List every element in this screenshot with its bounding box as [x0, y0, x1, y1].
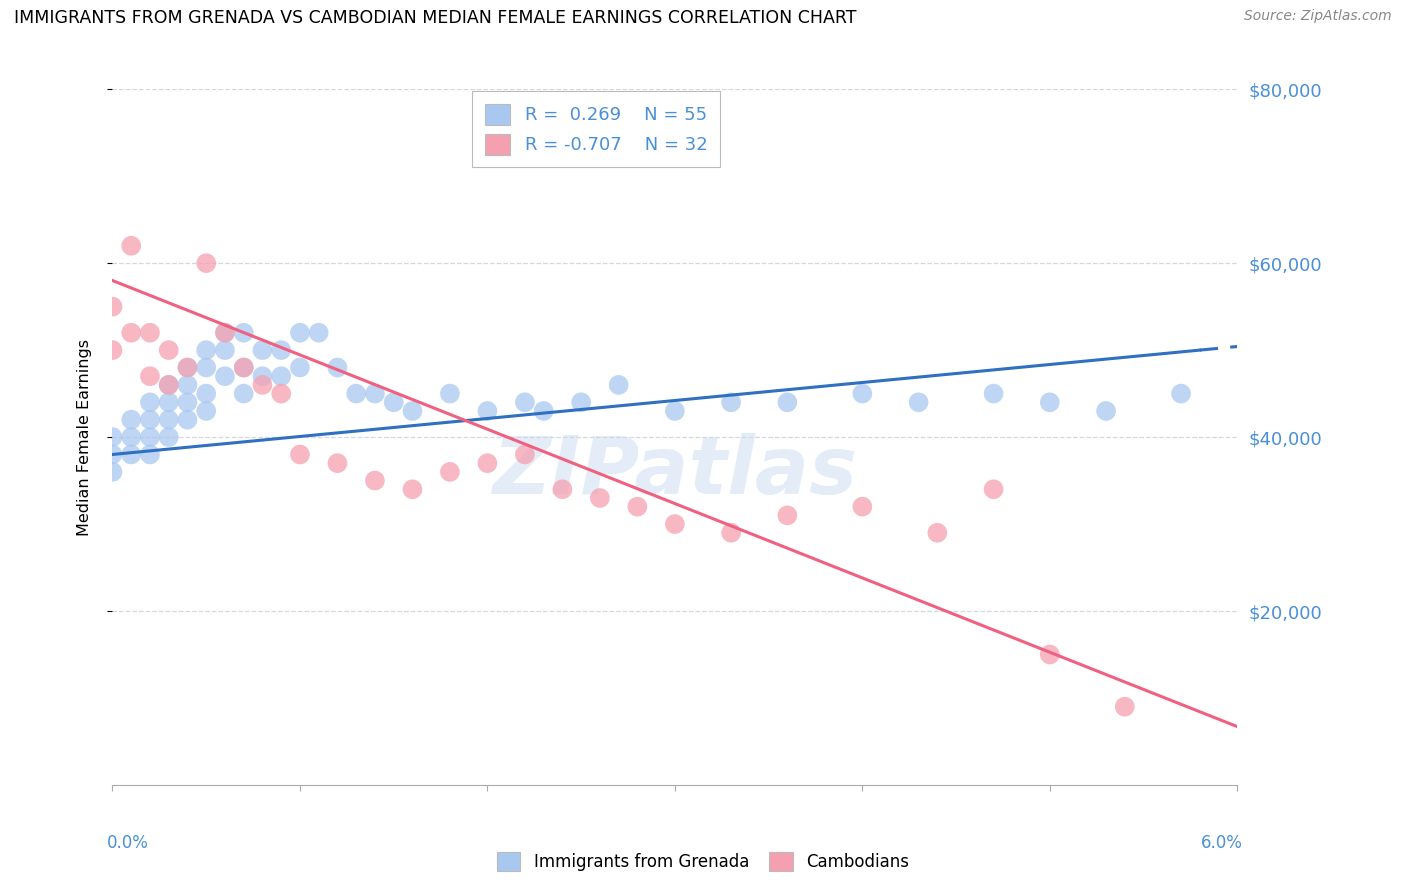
Point: [176, 395, 198, 409]
Point: [252, 377, 274, 392]
Point: [1039, 648, 1062, 662]
Point: [533, 404, 555, 418]
Point: [232, 360, 254, 375]
Point: [139, 447, 162, 462]
Point: [176, 360, 198, 375]
Point: [120, 447, 142, 462]
Point: [270, 343, 292, 357]
Point: [120, 326, 142, 340]
Point: [907, 395, 929, 409]
Point: [157, 377, 180, 392]
Point: [139, 326, 162, 340]
Point: [776, 395, 799, 409]
Point: [139, 430, 162, 444]
Point: [983, 482, 1005, 496]
Legend: R =  0.269    N = 55, R = -0.707    N = 32: R = 0.269 N = 55, R = -0.707 N = 32: [472, 91, 720, 168]
Point: [477, 404, 499, 418]
Point: [214, 369, 236, 384]
Point: [101, 343, 124, 357]
Text: IMMIGRANTS FROM GRENADA VS CAMBODIAN MEDIAN FEMALE EARNINGS CORRELATION CHART: IMMIGRANTS FROM GRENADA VS CAMBODIAN MED…: [14, 9, 856, 27]
Point: [1170, 386, 1192, 401]
Point: [401, 482, 423, 496]
Text: 0.0%: 0.0%: [107, 834, 149, 852]
Point: [551, 482, 574, 496]
Point: [851, 500, 873, 514]
Point: [720, 395, 742, 409]
Point: [1095, 404, 1118, 418]
Point: [139, 369, 162, 384]
Point: [157, 430, 180, 444]
Point: [157, 395, 180, 409]
Point: [607, 377, 630, 392]
Point: [477, 456, 499, 470]
Point: [326, 360, 349, 375]
Point: [364, 386, 387, 401]
Point: [664, 404, 686, 418]
Point: [776, 508, 799, 523]
Point: [157, 412, 180, 426]
Point: [720, 525, 742, 540]
Point: [252, 343, 274, 357]
Point: [326, 456, 349, 470]
Point: [288, 360, 311, 375]
Point: [214, 326, 236, 340]
Point: [401, 404, 423, 418]
Point: [252, 369, 274, 384]
Point: [101, 430, 124, 444]
Point: [195, 256, 218, 270]
Point: [344, 386, 367, 401]
Y-axis label: Median Female Earnings: Median Female Earnings: [77, 339, 91, 535]
Point: [439, 386, 461, 401]
Point: [927, 525, 949, 540]
Point: [270, 386, 292, 401]
Point: [176, 377, 198, 392]
Point: [101, 300, 124, 314]
Point: [513, 395, 536, 409]
Point: [270, 369, 292, 384]
Point: [214, 343, 236, 357]
Legend: Immigrants from Grenada, Cambodians: Immigrants from Grenada, Cambodians: [489, 843, 917, 880]
Point: [851, 386, 873, 401]
Text: ZIPatlas: ZIPatlas: [492, 433, 858, 511]
Text: Source: ZipAtlas.com: Source: ZipAtlas.com: [1244, 9, 1392, 23]
Point: [664, 516, 686, 531]
Point: [176, 360, 198, 375]
Point: [1039, 395, 1062, 409]
Point: [589, 491, 612, 505]
Point: [195, 343, 218, 357]
Point: [382, 395, 405, 409]
Point: [101, 465, 124, 479]
Point: [176, 412, 198, 426]
Point: [288, 326, 311, 340]
Point: [626, 500, 648, 514]
Point: [1114, 699, 1136, 714]
Point: [195, 360, 218, 375]
Text: 6.0%: 6.0%: [1201, 834, 1243, 852]
Point: [120, 238, 142, 253]
Point: [232, 360, 254, 375]
Point: [157, 343, 180, 357]
Point: [232, 386, 254, 401]
Point: [120, 412, 142, 426]
Point: [232, 326, 254, 340]
Point: [288, 447, 311, 462]
Point: [214, 326, 236, 340]
Point: [139, 412, 162, 426]
Point: [195, 386, 218, 401]
Point: [101, 447, 124, 462]
Point: [983, 386, 1005, 401]
Point: [308, 326, 330, 340]
Point: [439, 465, 461, 479]
Point: [139, 395, 162, 409]
Point: [157, 377, 180, 392]
Point: [364, 474, 387, 488]
Point: [195, 404, 218, 418]
Point: [569, 395, 592, 409]
Point: [120, 430, 142, 444]
Point: [513, 447, 536, 462]
